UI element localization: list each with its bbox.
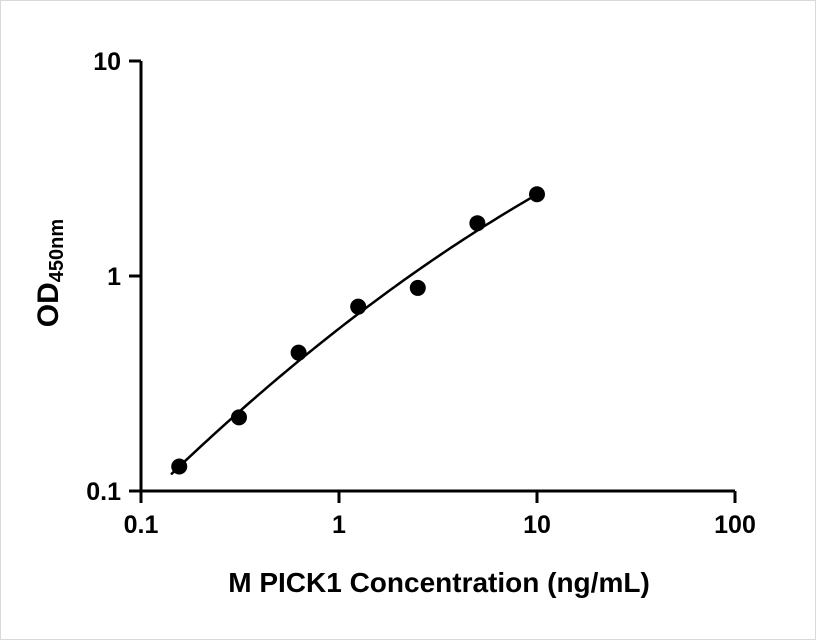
fit-curve — [170, 193, 539, 475]
data-point — [290, 344, 307, 361]
data-point — [350, 298, 367, 315]
y-tick-label: 10 — [93, 48, 121, 76]
y-axis-title: OD450nm — [32, 218, 68, 328]
data-point — [230, 409, 247, 426]
x-axis-title: M PICK1 Concentration (ng/mL) — [228, 567, 650, 598]
x-tick-label: 10 — [523, 511, 551, 539]
x-tick-label: 0.1 — [124, 511, 159, 539]
data-point — [409, 279, 426, 296]
y-tick-label: 0.1 — [86, 478, 121, 506]
data-point — [469, 215, 486, 232]
y-tick-label: 1 — [107, 263, 121, 291]
x-tick-label: 1 — [332, 511, 346, 539]
data-point — [529, 186, 545, 203]
y-axis-title-main: OD — [32, 282, 65, 328]
data-point — [171, 458, 188, 475]
x-tick-label: 100 — [714, 511, 756, 539]
y-axis-title-subscript: 450nm — [46, 218, 68, 283]
